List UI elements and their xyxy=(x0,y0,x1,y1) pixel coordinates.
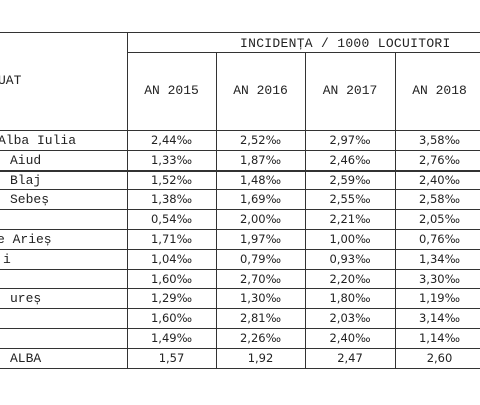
border-line xyxy=(0,308,480,309)
border-line xyxy=(0,328,480,329)
column-header: AN 2015 xyxy=(144,83,199,98)
cell-value: 3,58‰ xyxy=(418,133,461,147)
cell-value: 1,60‰ xyxy=(150,271,193,286)
cell-value: 2,03‰ xyxy=(329,311,371,326)
cell-value: 1,00‰ xyxy=(329,232,371,246)
cell-value: 1,57 xyxy=(158,350,185,365)
cell-value: 2,58‰ xyxy=(418,192,461,207)
label-header: UAT xyxy=(0,73,22,88)
row-label: i xyxy=(3,251,11,267)
row-label: Blaj xyxy=(10,172,42,188)
border-line xyxy=(305,52,306,368)
cell-value: 2,97‰ xyxy=(329,133,371,147)
border-line xyxy=(0,189,480,190)
border-line xyxy=(127,52,480,53)
border-line xyxy=(0,170,480,172)
cell-value: 0,79‰ xyxy=(239,251,282,266)
border-line xyxy=(216,52,217,368)
cell-value: 1,92 xyxy=(247,350,274,365)
cell-value: 1,48‰ xyxy=(239,172,282,187)
border-line xyxy=(0,348,480,349)
border-line xyxy=(0,269,480,270)
cell-value: 2,47 xyxy=(337,350,363,365)
cell-value: 2,00‰ xyxy=(239,212,282,227)
border-line xyxy=(0,249,480,250)
column-header: AN 2016 xyxy=(233,83,288,98)
cell-value: 1,71‰ xyxy=(150,232,193,246)
row-label: Sebeș xyxy=(10,192,50,208)
border-line xyxy=(0,150,480,151)
column-header: AN 2017 xyxy=(322,83,378,98)
border-line xyxy=(0,209,480,210)
cell-value: 1,19‰ xyxy=(418,291,461,306)
row-label: Aiud xyxy=(10,152,42,168)
cell-value: 2,55‰ xyxy=(329,192,371,207)
cell-value: 2,59‰ xyxy=(329,172,371,187)
row-label: ALBA xyxy=(10,350,42,366)
cell-value: 2,46‰ xyxy=(329,152,371,167)
cell-value: 1,80‰ xyxy=(329,291,371,306)
cell-value: 1,14‰ xyxy=(418,331,461,345)
border-line xyxy=(127,32,128,368)
cell-value: 1,30‰ xyxy=(239,291,282,306)
row-label: ureș xyxy=(10,291,42,307)
cell-value: 1,33‰ xyxy=(150,152,193,167)
cell-value: 2,20‰ xyxy=(329,271,371,286)
column-header: AN 2018 xyxy=(412,83,467,98)
cell-value: 1,60‰ xyxy=(150,311,193,326)
cell-value: 1,04‰ xyxy=(150,251,193,266)
row-label: e Arieș xyxy=(0,232,52,247)
cell-value: 2,76‰ xyxy=(418,152,461,167)
cell-value: 2,60 xyxy=(426,350,453,365)
cell-value: 2,40‰ xyxy=(329,331,371,345)
cell-value: 2,52‰ xyxy=(239,133,282,147)
cell-value: 0,93‰ xyxy=(329,251,371,266)
row-label: Alba Iulia xyxy=(0,133,77,148)
cell-value: 3,30‰ xyxy=(418,271,461,286)
cell-value: 1,29‰ xyxy=(150,291,193,306)
border-line xyxy=(0,229,480,230)
cell-value: 0,76‰ xyxy=(418,232,461,246)
border-line xyxy=(0,288,480,289)
cell-value: 0,54‰ xyxy=(150,212,193,227)
cell-value: 2,21‰ xyxy=(329,212,371,227)
border-line xyxy=(395,52,396,368)
cell-value: 1,34‰ xyxy=(418,251,461,266)
cell-value: 2,26‰ xyxy=(239,331,282,345)
cell-value: 1,52‰ xyxy=(150,172,193,187)
cell-value: 1,87‰ xyxy=(239,152,282,167)
cell-value: 1,49‰ xyxy=(150,331,193,345)
cell-value: 2,81‰ xyxy=(239,311,282,326)
cell-value: 2,40‰ xyxy=(418,172,461,187)
cell-value: 2,70‰ xyxy=(239,271,282,286)
cell-value: 2,05‰ xyxy=(418,212,461,227)
cell-value: 1,97‰ xyxy=(239,232,282,246)
border-line xyxy=(0,368,480,369)
border-line xyxy=(0,32,480,33)
super-header: INCIDENȚA / 1000 LOCUITORI xyxy=(240,36,451,51)
cell-value: 1,69‰ xyxy=(239,192,282,207)
border-line xyxy=(0,130,480,131)
cell-value: 2,44‰ xyxy=(150,133,193,147)
cell-value: 1,38‰ xyxy=(150,192,193,207)
cell-value: 3,14‰ xyxy=(418,311,461,326)
